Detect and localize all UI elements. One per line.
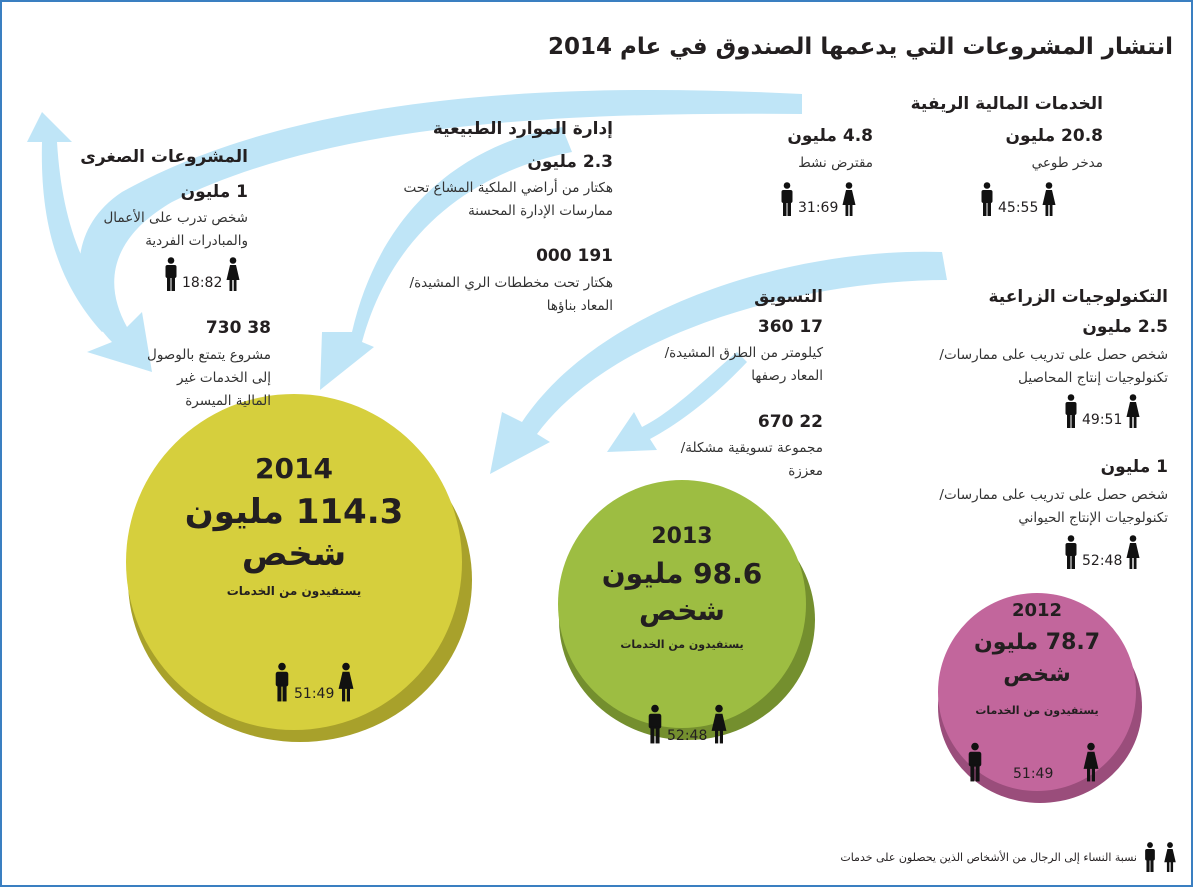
circle-unit: شخص xyxy=(1003,662,1071,687)
arrow xyxy=(607,352,747,452)
circle-value: 98.6 مليون xyxy=(601,557,763,590)
circle-caption: يستفيدون من الخدمات xyxy=(975,704,1099,717)
gender-ratio: 52:48 xyxy=(1064,535,1140,569)
ratio-text: 49:51 xyxy=(1082,412,1123,428)
title: انتشار المشروعات التي يدعمها الصندوق في … xyxy=(548,34,1173,60)
item-value: 1 مليون xyxy=(180,182,248,202)
man-icon xyxy=(647,704,663,744)
legend: نسبة النساء إلى الرجال من الأشخاص الذين … xyxy=(840,842,1177,872)
item-desc: شخص حصل على تدريب على ممارسات/تكنولوجيات… xyxy=(939,487,1168,526)
arrow xyxy=(27,112,122,332)
item-desc: مجموعة تسويقية مشكلة/معززة xyxy=(680,440,823,479)
circle xyxy=(126,394,462,730)
arrows xyxy=(27,89,947,474)
gender-ratio: 45:55 xyxy=(980,182,1056,216)
item-value: 4.8 مليون xyxy=(787,126,873,146)
gender-ratio: 52:48 xyxy=(647,704,727,744)
circle-unit: شخص xyxy=(241,534,347,574)
item-value: 2.5 مليون xyxy=(1082,317,1168,337)
woman-icon xyxy=(338,662,354,702)
man-icon xyxy=(967,742,983,782)
woman-icon xyxy=(1126,535,1140,569)
item-desc: مشروع يتمتع بالوصول إلى الخدمات غير الما… xyxy=(147,347,271,409)
item-value: 20.8 مليون xyxy=(1005,126,1103,146)
circle-unit: شخص xyxy=(639,594,725,627)
woman-icon xyxy=(842,182,856,216)
woman-icon xyxy=(1163,842,1177,872)
man-icon xyxy=(1143,842,1157,872)
ratio-text: 51:49 xyxy=(294,686,335,702)
section-heading: المشروعات الصغرى xyxy=(80,147,248,167)
man-icon xyxy=(274,662,290,702)
woman-icon xyxy=(1126,394,1140,428)
gender-ratio: 51:49 xyxy=(967,742,1099,782)
circle xyxy=(558,480,806,728)
item-desc: شخص حصل على تدريب على ممارسات/تكنولوجيات… xyxy=(939,347,1168,386)
item-value: 17 360 xyxy=(757,317,823,337)
item-value: 38 730 xyxy=(205,318,271,338)
woman-icon xyxy=(1083,742,1099,782)
gender-ratio: 18:82 xyxy=(164,257,240,291)
section-heading: التسويق xyxy=(754,287,823,307)
ratio-text: 45:55 xyxy=(998,200,1039,216)
legend-text: نسبة النساء إلى الرجال من الأشخاص الذين … xyxy=(840,850,1137,864)
ratio-text: 18:82 xyxy=(182,275,223,291)
gender-ratio: 51:49 xyxy=(274,662,354,702)
circle-value: 114.3 مليون xyxy=(184,492,404,532)
item-desc: كيلومتر من الطرق المشيدة/المعاد رصفها xyxy=(664,345,823,384)
woman-icon xyxy=(1042,182,1056,216)
woman-icon xyxy=(711,704,727,744)
item-value: 22 670 xyxy=(757,412,823,432)
man-icon xyxy=(1064,394,1078,428)
man-icon xyxy=(164,257,178,291)
item-value: 191 000 xyxy=(536,246,613,266)
arrow xyxy=(320,127,572,390)
woman-icon xyxy=(226,257,240,291)
circle-value: 78.7 مليون xyxy=(973,630,1101,655)
circles xyxy=(126,394,1142,803)
section-heading: الخدمات المالية الريفية xyxy=(910,94,1103,114)
circle-year: 2012 xyxy=(1011,600,1063,621)
section-heading: إدارة الموارد الطبيعية xyxy=(432,119,613,139)
ratio-text: 52:48 xyxy=(1082,553,1123,569)
circle-year: 2013 xyxy=(651,524,713,549)
item-desc: هكتار من أراضي الملكية المشاع تحت ممارسا… xyxy=(403,180,614,219)
circle-caption: يستفيدون من الخدمات xyxy=(226,584,362,598)
ratio-text: 52:48 xyxy=(667,728,708,744)
gender-ratio: 31:69 xyxy=(780,182,856,216)
item-value: 2.3 مليون xyxy=(527,152,613,172)
man-icon xyxy=(980,182,994,216)
circle-caption: يستفيدون من الخدمات xyxy=(620,638,744,651)
item-desc: شخص تدرب على الأعمال والمبادرات الفردية xyxy=(103,210,248,249)
gender-ratio: 49:51 xyxy=(1064,394,1140,428)
ratio-text: 31:69 xyxy=(798,200,839,216)
man-icon xyxy=(1064,535,1078,569)
arrow xyxy=(490,251,947,474)
circle-year: 2014 xyxy=(255,452,333,485)
item-value: 1 مليون xyxy=(1100,457,1168,477)
item-desc: مقترض نشط xyxy=(798,155,873,171)
arrow xyxy=(79,89,802,373)
item-desc: مدخر طوعي xyxy=(1031,155,1103,171)
circle xyxy=(938,593,1136,791)
man-icon xyxy=(780,182,794,216)
ratio-text: 51:49 xyxy=(1013,766,1054,782)
item-desc: هكتار تحت مخططات الري المشيدة/المعاد بنا… xyxy=(409,275,613,314)
section-heading: التكنولوجيات الزراعية xyxy=(988,287,1168,307)
